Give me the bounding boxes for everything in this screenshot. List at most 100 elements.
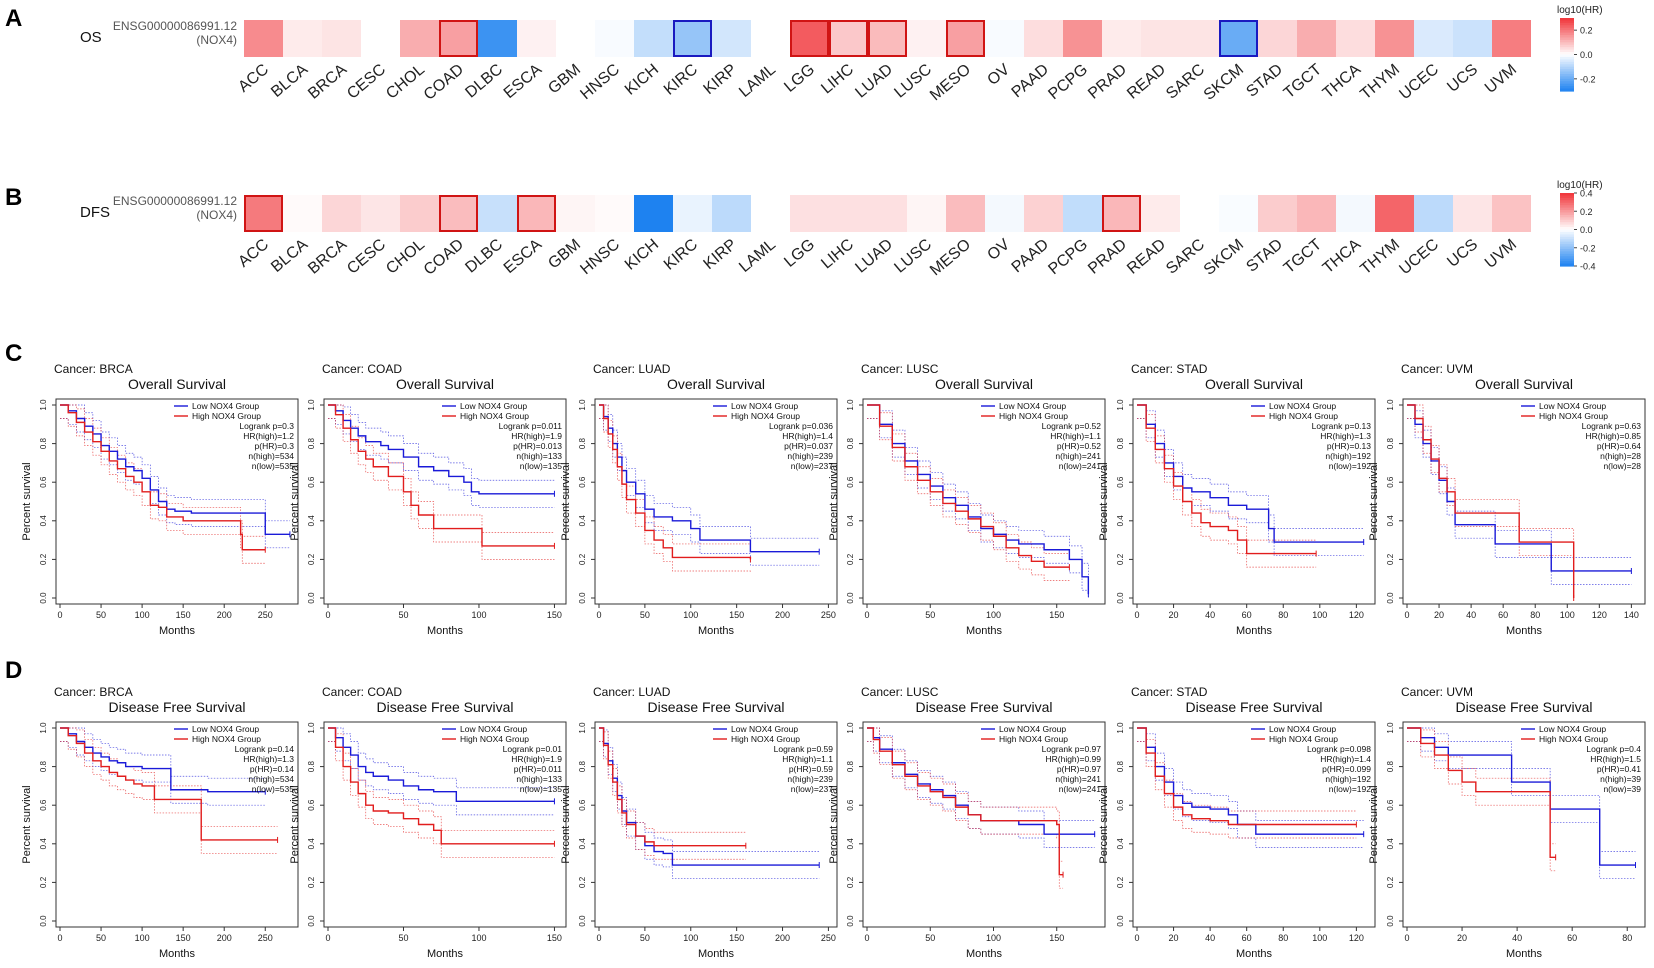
panel-label-a: A <box>5 5 22 32</box>
y-axis-label: Percent survival <box>21 785 33 863</box>
heatmap-cell-acc <box>244 195 283 232</box>
y-axis-label: Percent survival <box>828 785 840 863</box>
x-tick-label: 140 <box>1624 610 1639 620</box>
y-tick-label: 0.6 <box>39 799 48 811</box>
survival-curve-low <box>328 404 555 495</box>
legend-label-low: Low NOX4 Group <box>1269 724 1336 734</box>
x-tick-label: 120 <box>1349 610 1364 620</box>
cancer-label: Cancer: LUAD <box>593 362 671 376</box>
x-tick-label: 0 <box>325 933 330 943</box>
survival-curve-low <box>1407 727 1636 866</box>
stat-line: n(low)=135 <box>520 784 563 794</box>
cancer-label: Cancer: LUAD <box>593 685 671 699</box>
y-tick-label: 1.0 <box>307 399 316 411</box>
cancer-tick-label: HNSC <box>577 236 623 278</box>
legend-label-high: High NOX4 Group <box>1269 734 1338 744</box>
confidence-band-high <box>1407 418 1575 598</box>
cancer-tick-label: SARC <box>1163 61 1208 103</box>
heatmap-cell-esca <box>517 195 556 232</box>
heatmap-cell-paad <box>1024 195 1063 232</box>
x-tick-label: 200 <box>217 610 232 620</box>
y-tick-label: 0.6 <box>846 799 855 811</box>
heatmap-cell-esca <box>517 20 556 57</box>
stat-line: Logrank p=0.14 <box>235 744 295 754</box>
plot-frame <box>1402 721 1646 928</box>
legend-color-step <box>1560 69 1574 73</box>
confidence-band-low <box>867 404 1089 581</box>
x-tick-label: 150 <box>547 933 562 943</box>
cancer-tick-label: ESCA <box>501 61 546 102</box>
heatmap-cell-thca <box>1336 195 1375 232</box>
confidence-band-high <box>328 418 555 560</box>
y-tick-label: 0.4 <box>1386 838 1395 850</box>
y-tick-label: 0.4 <box>39 515 48 527</box>
legend-color-step <box>1560 217 1574 221</box>
cancer-tick-label: KICH <box>622 236 662 274</box>
y-axis-label: Percent survival <box>560 785 572 863</box>
stat-line: HR(high)=1.3 <box>243 754 294 764</box>
cancer-tick-label: LAML <box>736 61 779 101</box>
heatmap-row-label: OS <box>80 29 102 46</box>
heatmap-cell-ov <box>985 195 1024 232</box>
stat-line: p(HR)=0.3 <box>255 441 295 451</box>
heatmap-cell-ov <box>985 20 1024 57</box>
x-tick-label: 150 <box>176 610 191 620</box>
stat-line: p(HR)=0.41 <box>1597 764 1641 774</box>
y-tick-label: 0.8 <box>578 760 587 772</box>
cancer-tick-label: LGG <box>781 236 818 271</box>
legend-label-high: High NOX4 Group <box>460 411 529 421</box>
legend-tick-label: -0.4 <box>1580 262 1596 272</box>
confidence-band-high <box>328 404 555 533</box>
gene-name-label: (NOX4) <box>196 33 237 47</box>
y-tick-label: 0.6 <box>1386 476 1395 488</box>
legend-tick-label: 0.2 <box>1580 26 1593 36</box>
stat-line: n(low)=192 <box>1329 461 1372 471</box>
legend-color-step <box>1560 222 1574 226</box>
x-tick-label: 40 <box>1466 610 1476 620</box>
y-tick-label: 1.0 <box>39 399 48 411</box>
panel-label-b: B <box>5 184 22 211</box>
y-tick-label: 0.2 <box>1386 876 1395 888</box>
legend-label-high: High NOX4 Group <box>192 411 261 421</box>
survival-curve-low <box>599 404 820 553</box>
cancer-label: Cancer: STAD <box>1131 685 1208 699</box>
y-tick-label: 0.8 <box>307 760 316 772</box>
legend-color-step <box>1560 30 1574 34</box>
survival-curve-low <box>1137 404 1364 543</box>
x-axis-label: Months <box>966 948 1003 960</box>
confidence-band-high <box>1137 741 1357 839</box>
highlight-box-meso <box>946 20 985 57</box>
heatmap-cell-laml <box>751 20 790 57</box>
confidence-band-high <box>1407 741 1556 872</box>
heatmap-cell-laml <box>751 195 790 232</box>
heatmap-cell-pcpg <box>1063 20 1102 57</box>
heatmap-cell-lgg <box>790 20 829 57</box>
stat-line: HR(high)=1.5 <box>1590 754 1641 764</box>
stat-line: n(high)=192 <box>1325 774 1371 784</box>
legend-title: log10(HR) <box>1557 5 1603 16</box>
stat-line: HR(high)=1.1 <box>782 754 833 764</box>
plot-title: Overall Survival <box>1475 376 1573 392</box>
confidence-band-high <box>599 741 746 860</box>
cancer-tick-label: LUSC <box>891 61 935 101</box>
legend-color-step <box>1560 76 1574 80</box>
x-tick-label: 0 <box>864 933 869 943</box>
heatmap-row-label: DFS <box>80 204 110 221</box>
cancer-tick-label: KIRC <box>661 61 701 99</box>
cancer-tick-label: MESO <box>927 236 974 279</box>
x-axis-label: Months <box>966 625 1003 637</box>
heatmap-os: OS ENSG00000086991.12(NOX4) ACCBLCABRCACES… <box>80 5 1603 104</box>
legend-color-step <box>1560 251 1574 255</box>
heatmap-cell-ucec <box>1414 195 1453 232</box>
cancer-label: Cancer: COAD <box>322 362 402 376</box>
legend-color-step <box>1560 256 1574 260</box>
cancer-label: Cancer: LUSC <box>861 685 939 699</box>
legend-tick-label: 0.0 <box>1580 225 1593 235</box>
confidence-band-high <box>1407 727 1556 845</box>
y-tick-label: 0.4 <box>846 838 855 850</box>
legend-color-step <box>1560 253 1574 257</box>
cancer-tick-label: DLBC <box>462 61 506 101</box>
